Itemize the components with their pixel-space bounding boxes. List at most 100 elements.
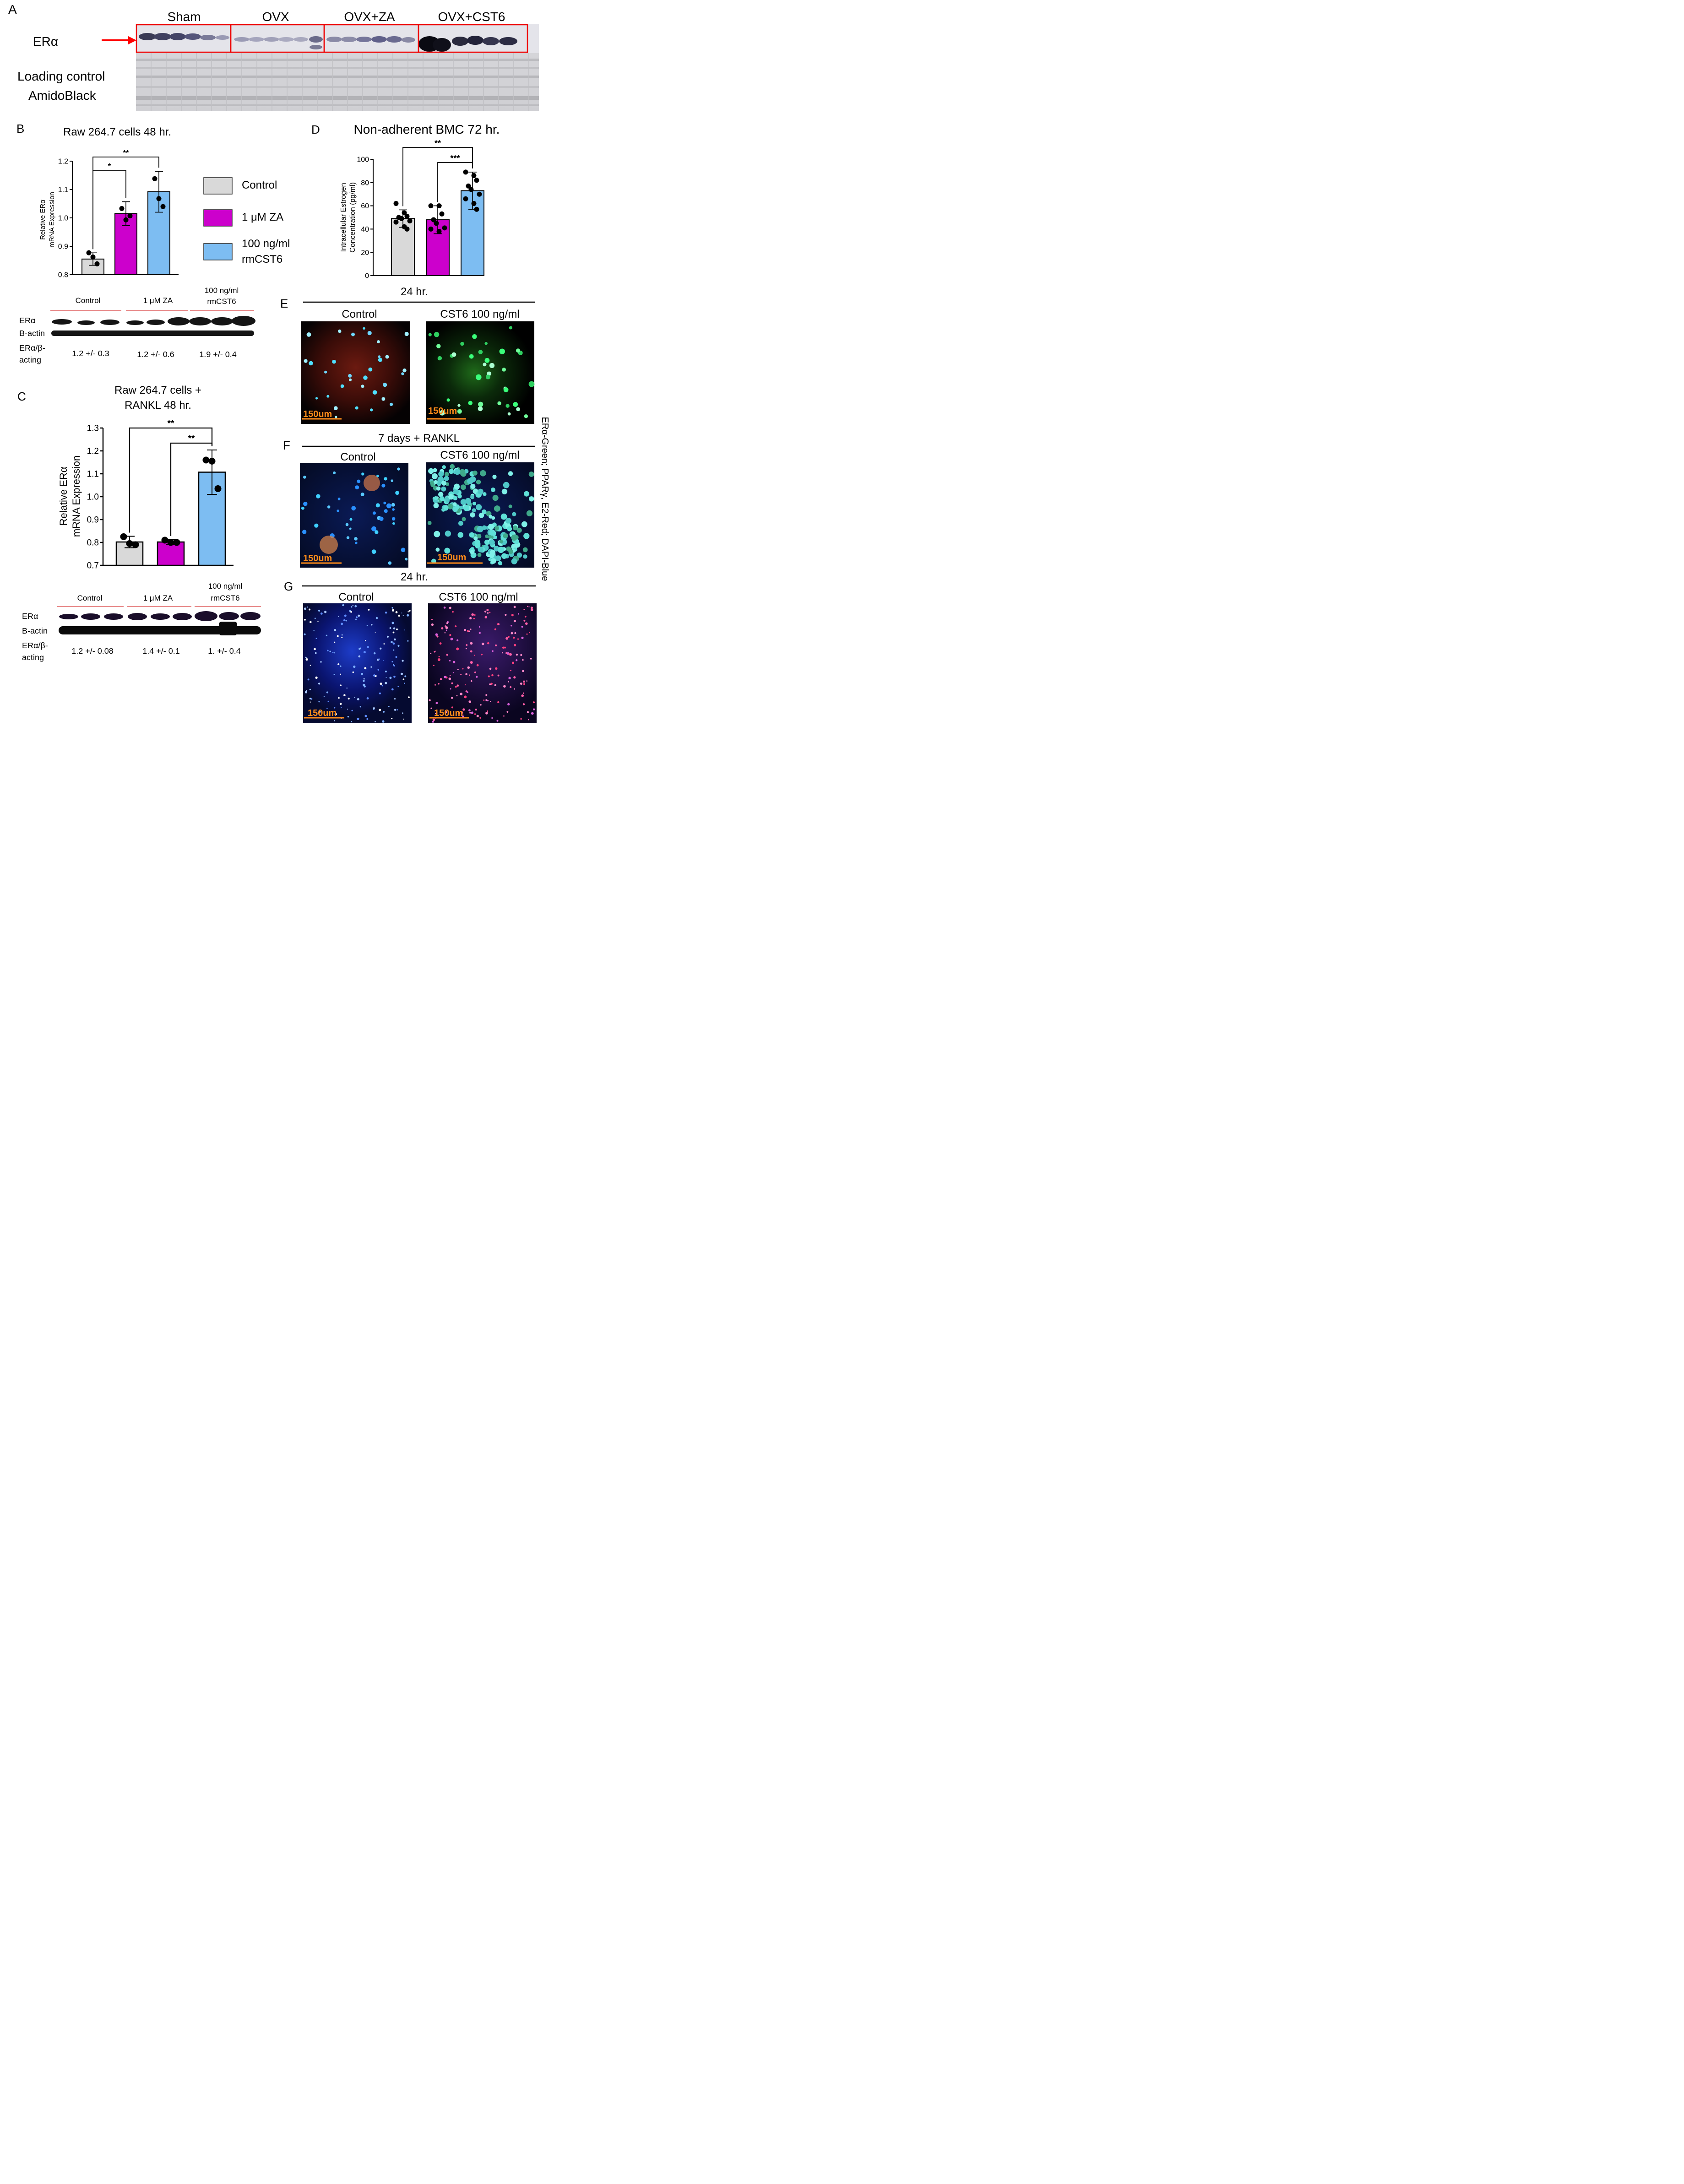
wb-c-group-control: Control [77,594,103,602]
legend-label-control: Control [242,179,277,191]
legend-label-za: 1 μM ZA [242,211,283,223]
panel-letter-a: A [8,2,17,16]
y-tick-label: 0.9 [87,515,99,525]
y-tick-label: 0.7 [87,561,99,571]
data-point [86,250,92,255]
legend-label-cst6-1: 100 ng/ml [242,238,290,250]
y-tick-label: 0.9 [58,243,68,251]
panel-g-cst6-label: CST6 100 ng/ml [439,591,518,603]
y-tick-label: 1.0 [87,493,99,502]
significance-stars: ** [435,138,441,147]
significance-stars: ** [123,149,129,157]
panel-b-title: Raw 264.7 cells 48 hr. [63,126,171,138]
panel-g-header: 24 hr. [401,571,428,583]
wb-c-group-cst6-2: rmCST6 [211,594,239,602]
panel-e-header: 24 hr. [401,286,428,298]
wb-c-row-ratio-1: ERα/β- [22,641,48,650]
panel-a-group-labels: Sham OVX OVX+ZA OVX+CST6 [167,10,505,24]
svg-text:150um: 150um [303,409,332,419]
y-tick-label: 60 [361,202,369,210]
svg-text:150um: 150um [437,553,466,563]
panel-c-western-blot: Control 1 μM ZA 100 ng/ml rmCST6 ERα B-a… [22,582,261,662]
data-point [442,225,447,231]
panel-e-control-label: Control [342,308,377,320]
significance-stars: ** [168,419,174,428]
wb-c-ratio-control: 1.2 +/- 0.08 [71,646,114,656]
legend: Control 1 μM ZA 100 ng/ml rmCST6 [203,177,290,266]
group-label-ovx-za: OVX+ZA [344,10,395,24]
svg-text:Concentration (pg/ml): Concentration (pg/ml) [349,182,357,253]
y-tick-label: 1.1 [87,470,99,479]
legend-swatch-za [203,209,233,227]
y-tick-label: 1.2 [58,158,68,166]
data-point [127,213,133,219]
data-point [436,203,442,209]
significance-stars: ** [188,434,195,444]
legend-swatch-control [203,177,233,195]
y-tick-label: 1.0 [58,215,68,222]
panel-letter-e: E [280,297,288,310]
panel-letter-f: F [283,439,290,452]
data-point [393,201,399,206]
data-point [471,201,477,206]
data-point [161,537,168,544]
wb-b-ratio-control: 1.2 +/- 0.3 [72,349,109,358]
data-point [463,169,468,175]
data-point [90,255,96,260]
significance-bracket [402,147,473,206]
stain-legend-side-label: ERα-Green; PPARγ, E2-Red; DAPI-Blue [540,417,550,581]
panel-letter-c: C [17,390,26,403]
svg-text:Relative ERα: Relative ERα [58,466,69,526]
data-point [160,204,166,209]
y-tick-label: 80 [361,179,369,187]
data-point [436,228,442,234]
data-point [152,176,158,181]
data-point [119,206,125,211]
panel-a-blot [136,24,539,111]
panel-c-ylabel: Relative ERα mRNA Expression [58,455,82,537]
y-tick-label: 0.8 [58,271,68,279]
significance-stars: * [108,163,111,170]
significance-stars: *** [450,153,460,163]
wb-b-ratio-za: 1.2 +/- 0.6 [137,350,174,359]
data-point [399,216,404,222]
bar [115,541,144,566]
panel-a-era-bands [138,33,517,52]
data-point [434,221,439,226]
y-tick-label: 40 [361,226,369,233]
panel-b-western-blot: Control 1 μM ZA 100 ng/ml rmCST6 ERα B-a… [19,286,255,364]
panel-g-control-label: Control [338,591,374,603]
amidoblack-label: AmidoBlack [28,88,97,103]
wb-c-row-ratio-2: acting [22,653,44,662]
y-tick-label: 100 [357,156,369,164]
figure: A Sham OVX OVX+ZA OVX+CST6 ERα Loading c… [8,2,550,723]
wb-c-row-era: ERα [22,612,38,621]
era-arrow-head [128,36,136,44]
panel-e-cst6-label: CST6 100 ng/ml [440,308,519,320]
micrograph-e-control: 150um [301,321,410,424]
svg-text:150um: 150um [428,406,457,416]
svg-text:Intracellular Estrogen: Intracellular Estrogen [340,183,348,252]
micrograph-e-cst6: 150um [425,321,535,424]
wb-b-row-ratio-1: ERα/β- [19,343,45,352]
wb-b-ratio-cst6: 1.9 +/- 0.4 [199,350,236,359]
significance-bracket [170,442,213,536]
data-point [167,539,174,546]
wb-b-row-era: ERα [19,316,35,325]
group-label-ovx: OVX [262,10,289,24]
panel-c-title-1: Raw 264.7 cells + [114,384,201,396]
wb-b-group-cst6-1: 100 ng/ml [205,286,239,295]
data-point [471,173,477,179]
wb-c-ratio-za: 1.4 +/- 0.1 [142,646,179,656]
data-point [463,196,468,201]
panel-f-control-label: Control [340,451,375,463]
data-point [477,191,482,197]
wb-b-group-cst6-2: rmCST6 [207,297,236,306]
panel-c-title-2: RANKL 48 hr. [125,399,191,412]
data-point [431,217,436,222]
panel-letter-g: G [284,580,293,593]
data-point [126,540,133,547]
y-tick-label: 0 [365,272,369,280]
panel-d-title: Non-adherent BMC 72 hr. [354,122,500,136]
wb-c-group-za: 1 μM ZA [143,594,173,602]
